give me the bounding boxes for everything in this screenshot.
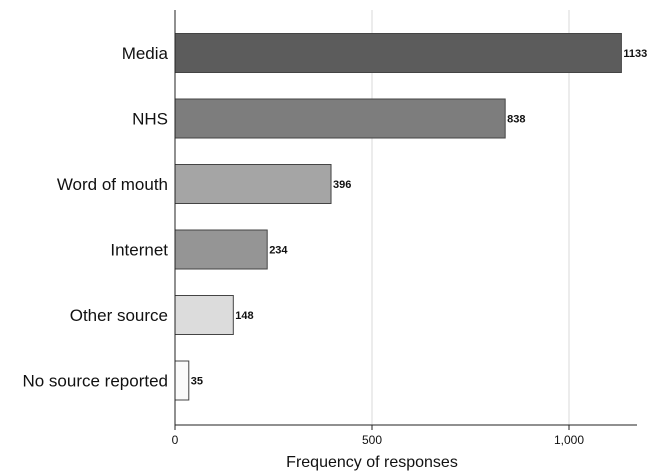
- x-tick-label-1: 500: [362, 433, 382, 447]
- x-tick-label-0: 0: [172, 433, 179, 447]
- value-label-3: 234: [269, 245, 288, 257]
- value-labels: 1133 838 396 234 148 35: [191, 48, 647, 388]
- category-label-0: Media: [122, 44, 169, 63]
- category-labels: Media NHS Word of mouth Internet Other sourc…: [22, 44, 168, 391]
- bar-2: [174, 164, 332, 204]
- value-label-4: 148: [235, 310, 253, 322]
- category-label-3: Internet: [110, 241, 168, 260]
- category-label-5: No source reported: [22, 372, 168, 391]
- bars: [174, 33, 622, 401]
- category-label-4: Other source: [70, 306, 168, 325]
- bar-0: [174, 33, 622, 73]
- bar-4: [174, 295, 234, 335]
- x-tick-label-2: 1,000: [554, 433, 584, 447]
- bar-3: [174, 229, 268, 270]
- bar-1: [174, 98, 506, 139]
- category-label-2: Word of mouth: [57, 175, 168, 194]
- value-label-1: 838: [507, 114, 525, 126]
- category-label-1: NHS: [132, 110, 168, 129]
- x-axis-title: Frequency of responses: [286, 454, 458, 471]
- x-ticks: 0 500 1,000: [172, 425, 584, 447]
- bar-5: [174, 360, 190, 401]
- value-label-0: 1133: [623, 48, 647, 60]
- value-label-5: 35: [191, 376, 203, 388]
- gridlines: [371, 10, 570, 425]
- value-label-2: 396: [333, 179, 351, 191]
